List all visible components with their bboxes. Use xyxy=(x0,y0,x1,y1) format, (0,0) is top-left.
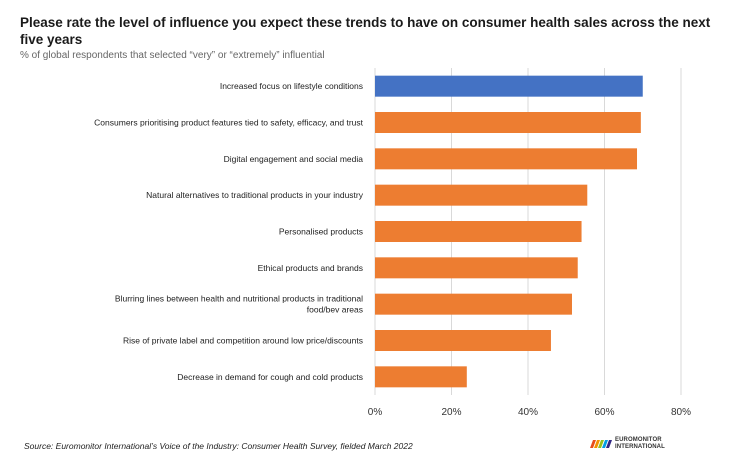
category-label: Blurring lines between health and nutrit… xyxy=(115,294,363,315)
category-label: Consumers prioritising product features … xyxy=(94,118,363,128)
bar xyxy=(375,75,643,97)
x-tick-label: 60% xyxy=(594,407,614,418)
x-tick-label: 20% xyxy=(441,407,461,418)
logo-line2: INTERNATIONAL xyxy=(615,443,665,450)
euromonitor-logo: EUROMONITOR INTERNATIONAL xyxy=(590,437,665,450)
bar xyxy=(375,221,582,242)
x-tick-label: 0% xyxy=(368,407,383,418)
source-note: Source: Euromonitor International’s Voic… xyxy=(24,441,413,451)
category-label: Ethical products and brands xyxy=(258,263,363,273)
category-label: Personalised products xyxy=(279,227,363,237)
category-label: Natural alternatives to traditional prod… xyxy=(146,190,364,200)
bar xyxy=(375,257,578,279)
chart-title: Please rate the level of influence you e… xyxy=(20,15,711,47)
category-label: Decrease in demand for cough and cold pr… xyxy=(177,372,363,382)
category-label: Rise of private label and competition ar… xyxy=(123,336,363,346)
chart-subtitle: % of global respondents that selected “v… xyxy=(20,50,325,61)
x-tick-label: 40% xyxy=(518,407,538,418)
category-label: Digital engagement and social media xyxy=(224,154,364,164)
logo-mark-icon xyxy=(590,440,612,448)
bar xyxy=(375,112,641,133)
bar xyxy=(375,366,467,388)
bar xyxy=(375,148,638,170)
x-tick-label: 80% xyxy=(671,407,691,418)
category-label: Increased focus on lifestyle conditions xyxy=(220,81,363,91)
logo-line1: EUROMONITOR xyxy=(615,437,662,443)
bar xyxy=(375,293,572,315)
bar xyxy=(375,184,588,206)
bar xyxy=(375,330,551,351)
